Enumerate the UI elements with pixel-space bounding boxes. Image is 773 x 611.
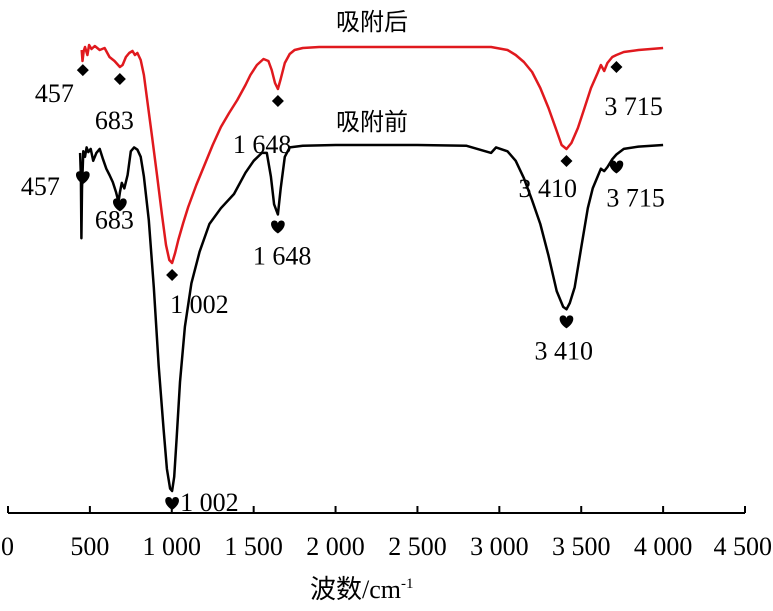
x-axis-title-text: 波数/cm <box>310 575 401 604</box>
peak-labels: 457 683 1 002 1 648 3 410 3 715 457 683 1 002 1 6… <box>21 79 665 517</box>
peak-label: 457 <box>35 79 74 108</box>
diamond-marker <box>560 155 573 167</box>
heart-marker <box>113 198 127 212</box>
diamond-marker <box>610 61 623 73</box>
peak-label: 3 715 <box>604 92 663 121</box>
spectra-curves <box>78 43 664 493</box>
peak-label: 683 <box>95 205 134 234</box>
x-tick-label: 4 000 <box>634 532 693 561</box>
x-tick-label: 3 500 <box>552 532 611 561</box>
x-tick-label: 1 500 <box>224 532 283 561</box>
diamond-marker <box>166 269 179 281</box>
spectrum-line-before <box>78 143 664 493</box>
peak-markers <box>75 61 624 511</box>
peak-label: 1 002 <box>170 290 229 319</box>
heart-marker <box>165 497 179 511</box>
peak-label: 1 648 <box>253 242 311 271</box>
peak-label: 1 002 <box>180 488 239 517</box>
heart-marker <box>559 315 574 329</box>
x-tick-label: 2 000 <box>306 532 365 561</box>
heart-marker <box>271 220 285 234</box>
x-tick-label: 500 <box>70 532 109 561</box>
x-axis: 0 500 1 000 1 500 2 000 2 500 3 000 3 500 4 000 4… <box>1 506 772 561</box>
peak-label: 3 410 <box>534 336 593 365</box>
peak-label: 1 648 <box>233 130 291 159</box>
heart-marker <box>609 160 624 174</box>
series-label-after: 吸附后 <box>336 8 408 36</box>
diamond-marker <box>113 73 126 85</box>
x-tick-label: 0 <box>1 532 14 561</box>
x-tick-label: 2 500 <box>388 532 447 561</box>
peak-label: 3 715 <box>606 183 665 212</box>
series-label-before: 吸附前 <box>336 108 408 136</box>
diamond-marker <box>271 95 284 107</box>
heart-marker <box>75 171 90 185</box>
x-tick-label: 4 500 <box>714 532 773 561</box>
x-axis-title-superscript: -1 <box>401 576 414 592</box>
spectrum-line-after <box>80 43 664 265</box>
peak-label: 3 410 <box>518 174 577 203</box>
peak-label: 683 <box>95 106 134 135</box>
x-axis-title: 波数/cm-1 <box>310 575 414 604</box>
x-tick-label: 1 000 <box>143 532 202 561</box>
peak-label: 457 <box>21 172 60 201</box>
diamond-marker <box>76 64 89 77</box>
x-tick-label: 3 000 <box>470 532 529 561</box>
